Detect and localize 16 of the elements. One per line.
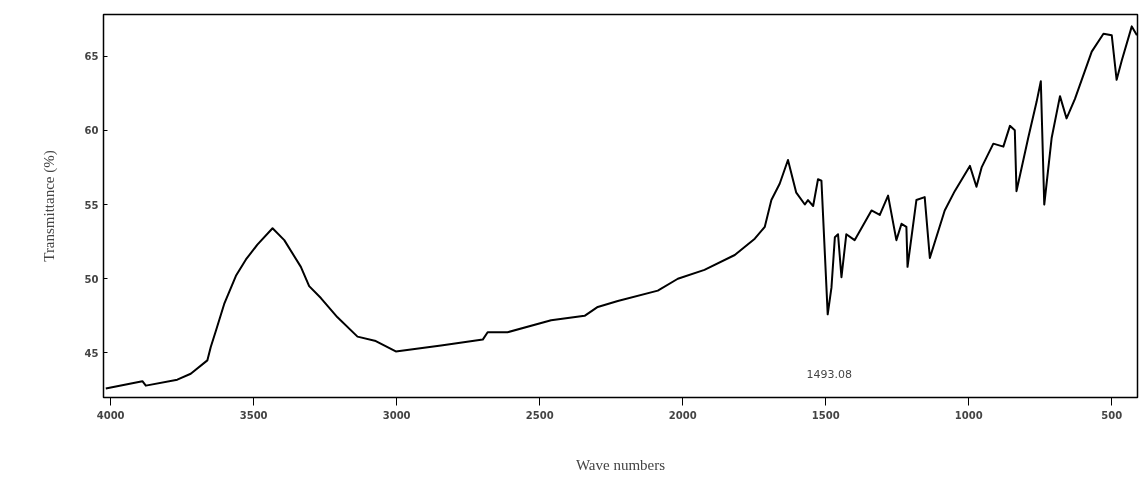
x-tick-label: 4000 <box>96 409 125 421</box>
y-axis-title: Transmittance (%) <box>40 150 58 262</box>
x-tick-label: 1500 <box>811 409 840 421</box>
x-tick-label: 3500 <box>239 409 268 421</box>
x-tick-label: 2000 <box>668 409 697 421</box>
x-axis-title: Wave numbers <box>575 456 666 473</box>
x-tick-label: 500 <box>1101 409 1123 421</box>
y-tick-label: 45 <box>84 347 99 359</box>
y-tick-label: 65 <box>84 51 99 63</box>
y-tick-label: 55 <box>84 199 99 211</box>
y-tick-label: 60 <box>84 125 99 137</box>
x-tick-label: 1000 <box>954 409 983 421</box>
annotation: 1493.08 <box>806 367 852 381</box>
x-tick-label: 2500 <box>525 409 554 421</box>
y-tick-label: 50 <box>84 273 99 285</box>
x-tick-label: 3000 <box>382 409 411 421</box>
